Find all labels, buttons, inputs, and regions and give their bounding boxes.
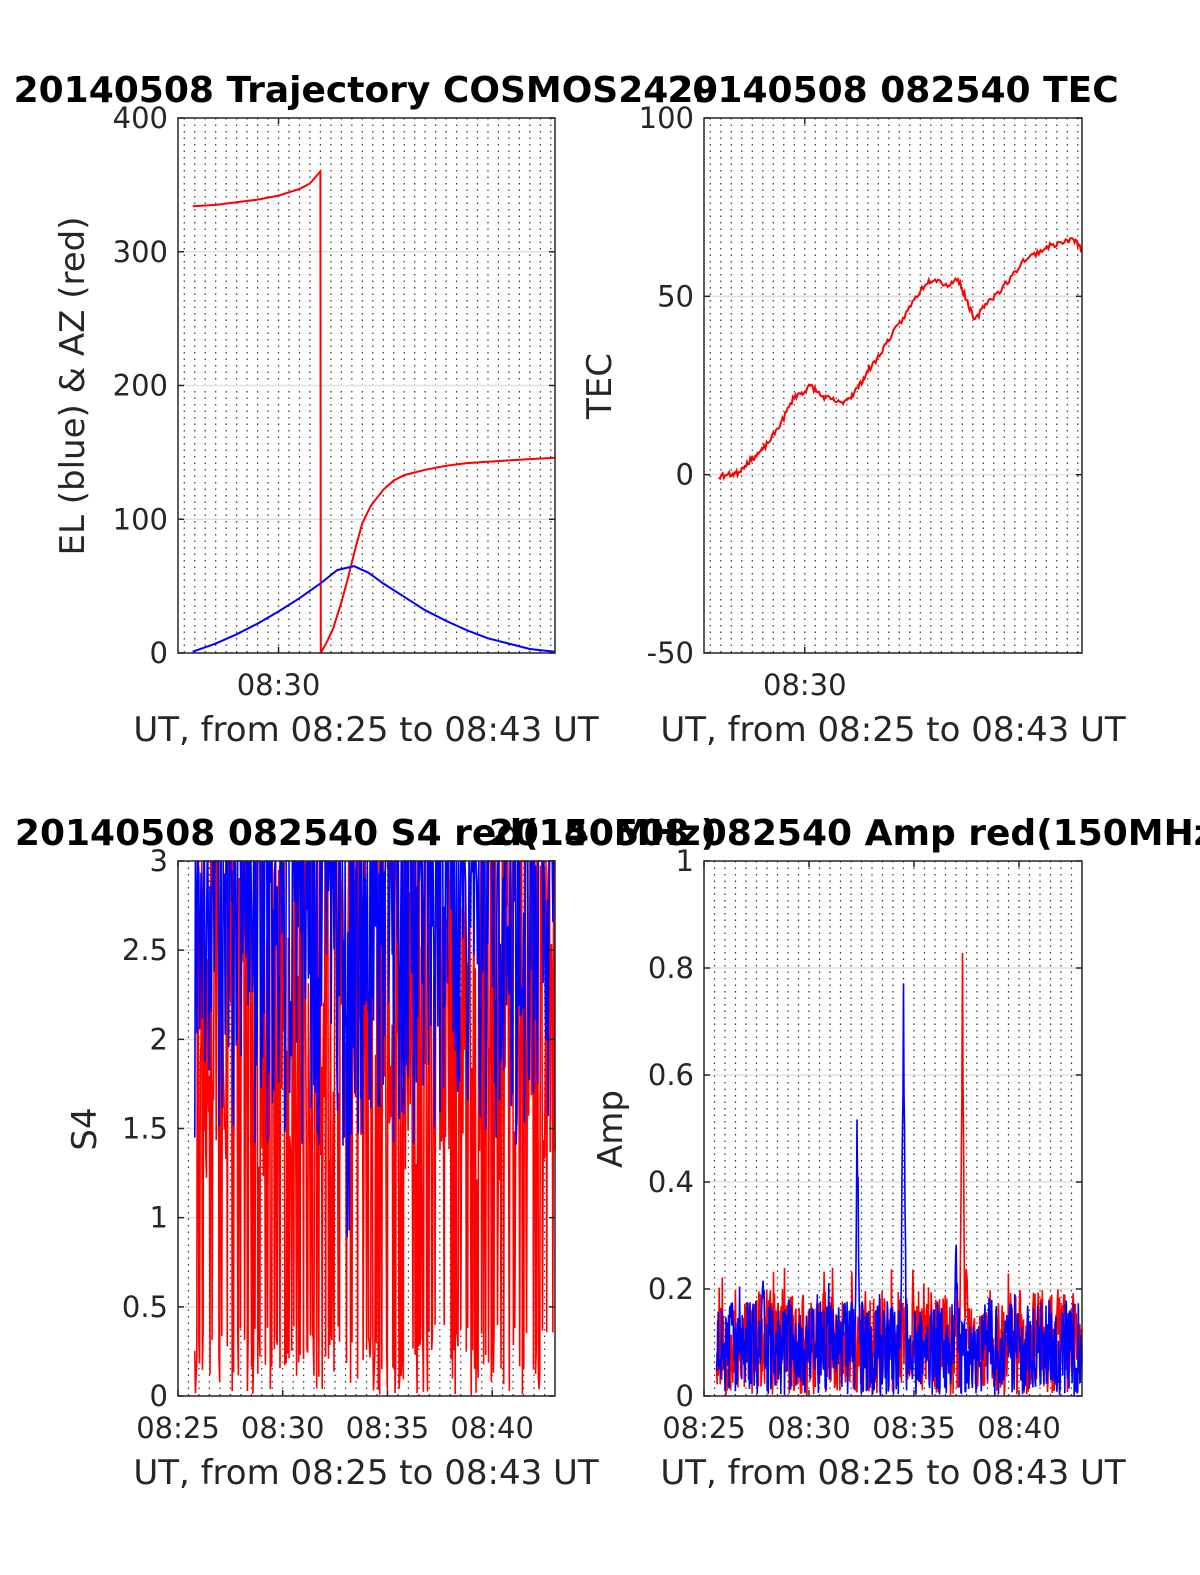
y-tick-label: 300 [113, 235, 168, 269]
y-tick-label: 0 [150, 636, 168, 670]
y-tick-label: 1 [676, 844, 694, 878]
x-tick-label: 08:35 [346, 1411, 430, 1445]
y-tick-label: 2.5 [122, 933, 168, 967]
panel-amp: 0 0.2 0.4 0.6 0.8 1 08:25 08:30 08:35 08:40 20140… [489, 813, 1200, 1493]
panel-tec-frame [703, 117, 1083, 654]
panel-amp-xlabel: UT, from 08:25 to 08:43 UT [660, 1453, 1126, 1493]
panel-s4-ylabel: S4 [65, 1107, 105, 1150]
series-line-blue [715, 983, 1083, 1396]
x-tick-label: 08:25 [136, 1411, 220, 1445]
panel-tec: -50 0 50 100 08:30 20140508 082540 TEC UT, f… [580, 70, 1126, 750]
series-line-el [192, 565, 556, 653]
y-tick-label: 0.6 [648, 1058, 694, 1092]
x-tick-label: 08:40 [450, 1411, 534, 1445]
x-tick-label: 08:30 [237, 668, 321, 702]
panel-amp-ylabel: Amp [591, 1090, 631, 1168]
panel-amp-frame [703, 860, 1083, 1397]
y-tick-label: 400 [113, 101, 168, 135]
panel-tec-title: 20140508 082540 TEC [667, 70, 1118, 111]
y-tick-label: 0.4 [648, 1165, 694, 1199]
y-tick-label: 0 [150, 1379, 168, 1413]
x-tick-label: 08:30 [763, 668, 847, 702]
y-tick-label: 1.5 [122, 1112, 168, 1146]
y-tick-label: 0.8 [648, 951, 694, 985]
y-tick-label: 200 [113, 369, 168, 403]
y-tick-label: 100 [639, 101, 694, 135]
y-tick-label: 2 [150, 1022, 168, 1056]
panel-trajectory: 0 100 200 300 400 08:30 20140508 Trajectory C… [14, 70, 719, 750]
y-tick-label: 1 [150, 1201, 168, 1235]
panel-trajectory-ylabel: EL (blue) & AZ (red) [53, 216, 93, 555]
y-tick-label: 50 [657, 279, 694, 313]
series-line-az [192, 168, 556, 654]
x-tick-label: 08:30 [241, 1411, 325, 1445]
y-tick-label: 0.5 [122, 1290, 168, 1324]
panel-trajectory-xlabel: UT, from 08:25 to 08:43 UT [133, 710, 599, 750]
x-tick-label: 08:35 [872, 1411, 956, 1445]
y-tick-label: 100 [113, 502, 168, 536]
panel-s4: 0 0.5 1 1.5 2 2.5 3 08:25 08:30 08:35 08:40 201405… [15, 813, 717, 1493]
y-tick-label: 0 [676, 1379, 694, 1413]
panel-s4-title: 20140508 082540 S4 red(150MHz) [15, 813, 717, 854]
panel-s4-xlabel: UT, from 08:25 to 08:43 UT [133, 1453, 599, 1493]
y-tick-label: -50 [647, 636, 694, 670]
panel-tec-xlabel: UT, from 08:25 to 08:43 UT [660, 710, 1126, 750]
panel-tec-ylabel: TEC [580, 353, 620, 420]
y-tick-label: 3 [150, 844, 168, 878]
panel-trajectory-title: 20140508 Trajectory COSMOS2429 [14, 70, 719, 111]
y-tick-label: 0 [676, 458, 694, 492]
series-line-tec [718, 237, 1083, 481]
x-tick-label: 08:40 [977, 1411, 1061, 1445]
x-tick-label: 08:30 [767, 1411, 851, 1445]
panel-amp-title: 20140508 082540 Amp red(150MHz) [489, 813, 1200, 854]
y-tick-label: 0.2 [648, 1272, 694, 1306]
x-tick-label: 08:25 [662, 1411, 746, 1445]
